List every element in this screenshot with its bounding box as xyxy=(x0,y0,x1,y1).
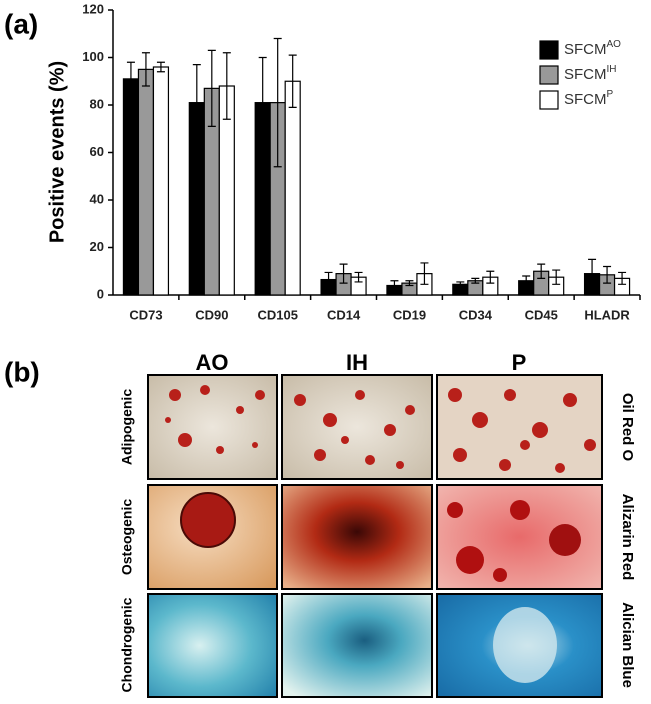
error-bar xyxy=(222,52,231,120)
y-tick-label: 120 xyxy=(82,1,104,16)
cartilage-nodule xyxy=(493,607,557,683)
legend-superscript: AO xyxy=(607,39,622,50)
error-bar xyxy=(486,270,495,284)
error-bar xyxy=(537,263,546,279)
row-label: Adipogenic xyxy=(119,389,135,465)
error-bar xyxy=(288,54,297,108)
legend-label: SFCMAO xyxy=(564,39,621,58)
x-tick-label: HLADR xyxy=(584,307,630,322)
error-bar xyxy=(192,64,201,142)
stain-label: Oil Red O xyxy=(619,393,636,462)
error-bar xyxy=(603,265,612,284)
micrograph xyxy=(147,374,278,480)
bar xyxy=(122,78,140,296)
column-header: P xyxy=(512,350,527,375)
legend-superscript: P xyxy=(607,89,614,100)
panel-label: (a) xyxy=(4,8,38,39)
x-tick-label: CD73 xyxy=(129,307,162,322)
error-bar xyxy=(390,280,399,291)
x-tick-label: CD90 xyxy=(195,307,228,322)
error-bar xyxy=(420,262,429,285)
legend-label: SFCMIH xyxy=(564,64,617,83)
error-bar xyxy=(156,61,165,73)
error-bar xyxy=(354,271,363,283)
stain-label: Alizarin Red xyxy=(619,494,636,581)
column-header: IH xyxy=(346,350,368,375)
column-header: AO xyxy=(196,350,229,375)
error-bar xyxy=(339,263,348,284)
y-tick-label: 0 xyxy=(97,286,104,301)
error-bar xyxy=(273,37,282,168)
bar xyxy=(284,80,301,296)
micrograph xyxy=(436,374,603,480)
micrograph xyxy=(281,593,433,698)
y-tick-label: 80 xyxy=(90,96,104,111)
error-bar xyxy=(456,281,465,288)
error-bar xyxy=(258,56,267,149)
row-label: Chondrogenic xyxy=(119,597,135,692)
x-tick-label: CD14 xyxy=(327,307,361,322)
error-bar xyxy=(207,49,216,127)
error-bar xyxy=(126,61,135,97)
legend-swatch xyxy=(539,65,559,85)
legend-superscript: IH xyxy=(607,64,617,75)
y-tick-label: 40 xyxy=(90,191,104,206)
y-tick-label: 60 xyxy=(90,144,104,159)
panel-label: (b) xyxy=(4,356,40,387)
stain-label: Alician Blue xyxy=(619,602,636,688)
bar xyxy=(137,68,155,296)
micrograph xyxy=(281,374,433,480)
error-bar xyxy=(522,275,531,287)
y-axis-label: Positive events (%) xyxy=(46,61,68,243)
bar xyxy=(152,66,170,296)
error-bar xyxy=(471,277,480,284)
x-tick-label: CD19 xyxy=(393,307,426,322)
row-label: Osteogenic xyxy=(119,499,135,575)
error-bar xyxy=(618,271,627,285)
y-tick-label: 20 xyxy=(90,239,104,254)
micrograph xyxy=(281,484,433,590)
x-tick-label: CD34 xyxy=(459,307,493,322)
stain-spots xyxy=(165,385,596,582)
legend-swatch xyxy=(539,40,559,60)
legend-name: SFCM xyxy=(564,91,607,108)
error-bar xyxy=(552,269,561,285)
x-tick-label: CD105 xyxy=(257,307,297,322)
x-tick-label: CD45 xyxy=(525,307,558,322)
legend-name: SFCM xyxy=(564,41,607,58)
y-tick-label: 100 xyxy=(82,49,104,64)
error-bar xyxy=(588,258,597,289)
error-bar xyxy=(405,280,414,287)
legend-label: SFCMP xyxy=(564,89,614,108)
error-bar xyxy=(324,271,333,288)
error-bar xyxy=(141,52,150,87)
micrograph xyxy=(147,593,278,698)
legend-name: SFCM xyxy=(564,66,607,83)
legend-swatch xyxy=(539,90,559,110)
